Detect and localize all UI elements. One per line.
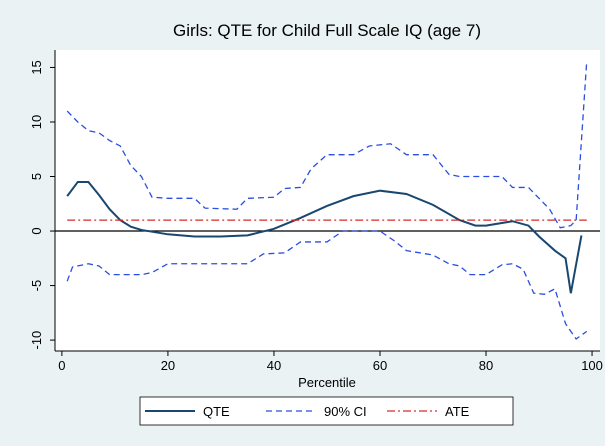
legend-label: 90% CI bbox=[324, 404, 367, 419]
plot-area bbox=[55, 50, 600, 351]
legend bbox=[139, 396, 514, 426]
chart-title: Girls: QTE for Child Full Scale IQ (age … bbox=[173, 21, 481, 40]
x-tick-label: 80 bbox=[479, 358, 493, 373]
legend-label: ATE bbox=[445, 404, 470, 419]
x-tick-label: 0 bbox=[58, 358, 65, 373]
x-tick-label: 40 bbox=[267, 358, 281, 373]
x-tick-label: 60 bbox=[373, 358, 387, 373]
legend-label: QTE bbox=[203, 404, 230, 419]
x-tick-label: 100 bbox=[581, 358, 603, 373]
y-tick-label: 15 bbox=[29, 60, 44, 74]
y-tick-label: -10 bbox=[29, 331, 44, 350]
y-tick-label: 0 bbox=[29, 227, 44, 234]
series-line bbox=[66, 60, 588, 229]
x-axis-title: Percentile bbox=[298, 375, 356, 390]
y-tick-label: -5 bbox=[29, 280, 44, 292]
series-line bbox=[66, 180, 583, 294]
x-tick-label: 20 bbox=[161, 358, 175, 373]
y-tick-label: 10 bbox=[29, 115, 44, 129]
y-tick-label: 5 bbox=[29, 173, 44, 180]
